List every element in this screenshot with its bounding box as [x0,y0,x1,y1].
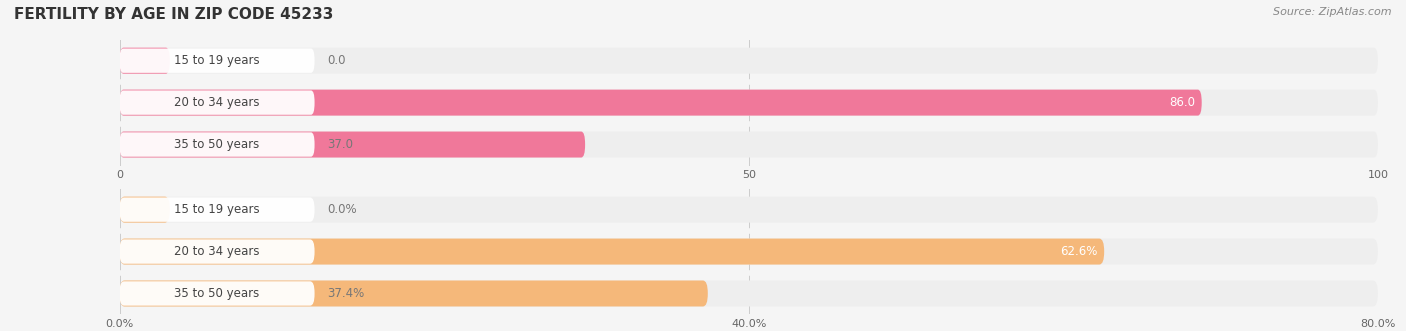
FancyBboxPatch shape [120,48,170,74]
Text: 35 to 50 years: 35 to 50 years [174,287,260,300]
Text: 15 to 19 years: 15 to 19 years [174,203,260,216]
FancyBboxPatch shape [120,239,315,264]
FancyBboxPatch shape [120,281,315,306]
Text: FERTILITY BY AGE IN ZIP CODE 45233: FERTILITY BY AGE IN ZIP CODE 45233 [14,7,333,22]
Text: 0.0%: 0.0% [328,203,357,216]
Text: 20 to 34 years: 20 to 34 years [174,96,260,109]
FancyBboxPatch shape [120,90,1378,116]
Text: 35 to 50 years: 35 to 50 years [174,138,260,151]
FancyBboxPatch shape [120,90,1202,116]
Text: 86.0: 86.0 [1170,96,1195,109]
Text: 62.6%: 62.6% [1060,245,1098,258]
Text: 15 to 19 years: 15 to 19 years [174,54,260,67]
FancyBboxPatch shape [120,49,315,73]
FancyBboxPatch shape [120,131,1378,158]
Text: 0.0: 0.0 [328,54,346,67]
FancyBboxPatch shape [120,197,1378,223]
FancyBboxPatch shape [120,239,1378,264]
FancyBboxPatch shape [120,239,1104,264]
Text: 37.0: 37.0 [328,138,353,151]
Text: 20 to 34 years: 20 to 34 years [174,245,260,258]
Text: Source: ZipAtlas.com: Source: ZipAtlas.com [1274,7,1392,17]
FancyBboxPatch shape [120,280,1378,307]
FancyBboxPatch shape [120,132,315,157]
FancyBboxPatch shape [120,48,1378,74]
FancyBboxPatch shape [120,131,585,158]
FancyBboxPatch shape [120,197,170,223]
Text: 37.4%: 37.4% [328,287,364,300]
FancyBboxPatch shape [120,280,707,307]
FancyBboxPatch shape [120,198,315,222]
FancyBboxPatch shape [120,90,315,115]
